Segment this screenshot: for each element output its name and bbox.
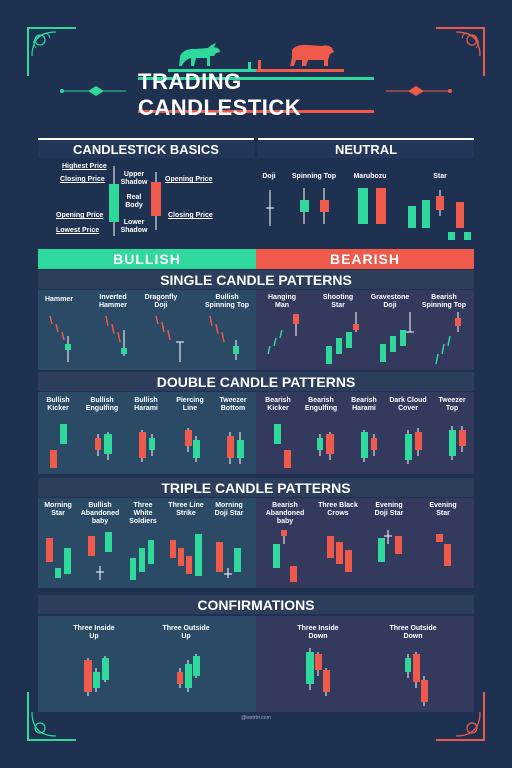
pattern-label: Inverted Hammer <box>98 294 127 309</box>
pattern-label: Dark Cloud Cover <box>389 397 427 412</box>
triple-header: TRIPLE CANDLE PATTERNS <box>38 478 474 497</box>
pattern-label: Hammer <box>44 296 73 303</box>
basics-diagram <box>109 166 161 236</box>
bear-icon <box>290 44 334 66</box>
basics-header: CANDLESTICK BASICS <box>38 138 254 158</box>
pattern-label: Bearish Kicker <box>265 397 291 412</box>
bullish-banner: BULLISH <box>38 249 256 269</box>
basics-label: Closing Price <box>168 212 213 219</box>
basics-label: Upper Shadow <box>120 171 148 186</box>
pattern-label: Bearish Spinning Top <box>421 294 467 309</box>
bearish-banner: BEARISH <box>256 249 474 269</box>
basics-label: Opening Price <box>56 212 104 219</box>
pattern-label: Piercing Line <box>176 397 204 412</box>
corner-ornament <box>27 27 76 76</box>
pattern-label: Three Inside Down <box>297 625 339 640</box>
pattern-label: Morning Doji Star <box>214 502 244 517</box>
corner-ornament <box>436 27 485 76</box>
neutral-label: Doji <box>262 173 276 180</box>
pattern-label: Morning Star <box>44 502 72 517</box>
pattern-label: Bullish Engulfing <box>85 397 119 412</box>
confirmation-candles <box>84 648 428 706</box>
pattern-label: Dragonfly Doji <box>144 294 178 309</box>
pattern-label: Bullish Kicker <box>46 397 70 412</box>
single-candles <box>49 312 461 365</box>
basics-label: Lowest Price <box>56 227 100 234</box>
confirmations-header: CONFIRMATIONS <box>38 595 474 614</box>
divider-candles-icon <box>248 60 261 70</box>
pattern-label: Bullish Abandoned baby <box>80 502 120 525</box>
pattern-label: Bearish Harami <box>351 397 377 412</box>
pattern-label: Three Outside Up <box>162 625 210 640</box>
neutral-label: Spinning Top <box>291 173 337 180</box>
pattern-label: Shooting Star <box>322 294 354 309</box>
neutral-label: Star <box>433 173 447 180</box>
corner-ornament <box>436 692 485 741</box>
basics-label: Highest Price <box>62 163 107 170</box>
pattern-label: Three Outside Down <box>389 625 437 640</box>
neutral-header: NEUTRAL <box>258 138 474 158</box>
triple-candles <box>46 530 451 582</box>
pattern-label: Bearish Engulfing <box>304 397 338 412</box>
double-bull-panel <box>38 392 256 474</box>
single-header: SINGLE CANDLE PATTERNS <box>38 270 474 289</box>
corner-ornament <box>27 692 76 741</box>
double-header: DOUBLE CANDLE PATTERNS <box>38 372 474 391</box>
double-candles <box>50 424 466 468</box>
single-bull-panel <box>38 290 256 370</box>
confirm-bear-panel <box>256 616 474 712</box>
pattern-label: Three Inside Up <box>73 625 115 640</box>
pattern-label: Three Line Strike <box>168 502 204 517</box>
basics-label: Lower Shadow <box>120 219 148 234</box>
basics-label: Opening Price <box>165 176 213 183</box>
pattern-label: Tweezer Top <box>438 397 466 412</box>
underline-bull <box>168 69 256 72</box>
pattern-label: Evening Doji Star <box>374 502 404 517</box>
confirm-bull-panel <box>38 616 256 712</box>
neutral-candles <box>266 188 471 240</box>
pattern-label: Bearish Abandoned baby <box>265 502 305 525</box>
right-ornament <box>386 86 452 96</box>
bull-icon <box>179 43 220 66</box>
pattern-label: Evening Star <box>429 502 457 517</box>
page-title: TRADING CANDLESTICK <box>138 69 374 120</box>
pattern-label: Tweezer Bottom <box>219 397 247 412</box>
title-text: TRADING CANDLESTICK <box>138 69 302 120</box>
pattern-label: Gravestone Doji <box>370 294 410 309</box>
pattern-label: Three Black Crows <box>318 502 358 517</box>
pattern-label: Three White Soldiers <box>129 502 157 525</box>
pattern-label: Hanging Man <box>268 294 296 309</box>
neutral-label: Marubozu <box>353 173 387 180</box>
pattern-label: Bullish Spinning Top <box>204 294 250 309</box>
left-ornament <box>60 86 126 96</box>
basics-label: Real Body <box>125 194 143 209</box>
basics-label: Closing Price <box>60 176 105 183</box>
footer-credit: @wstrtrr.com <box>241 715 271 721</box>
underline-bear <box>256 69 344 72</box>
pattern-label: Bullish Harami <box>134 397 158 412</box>
